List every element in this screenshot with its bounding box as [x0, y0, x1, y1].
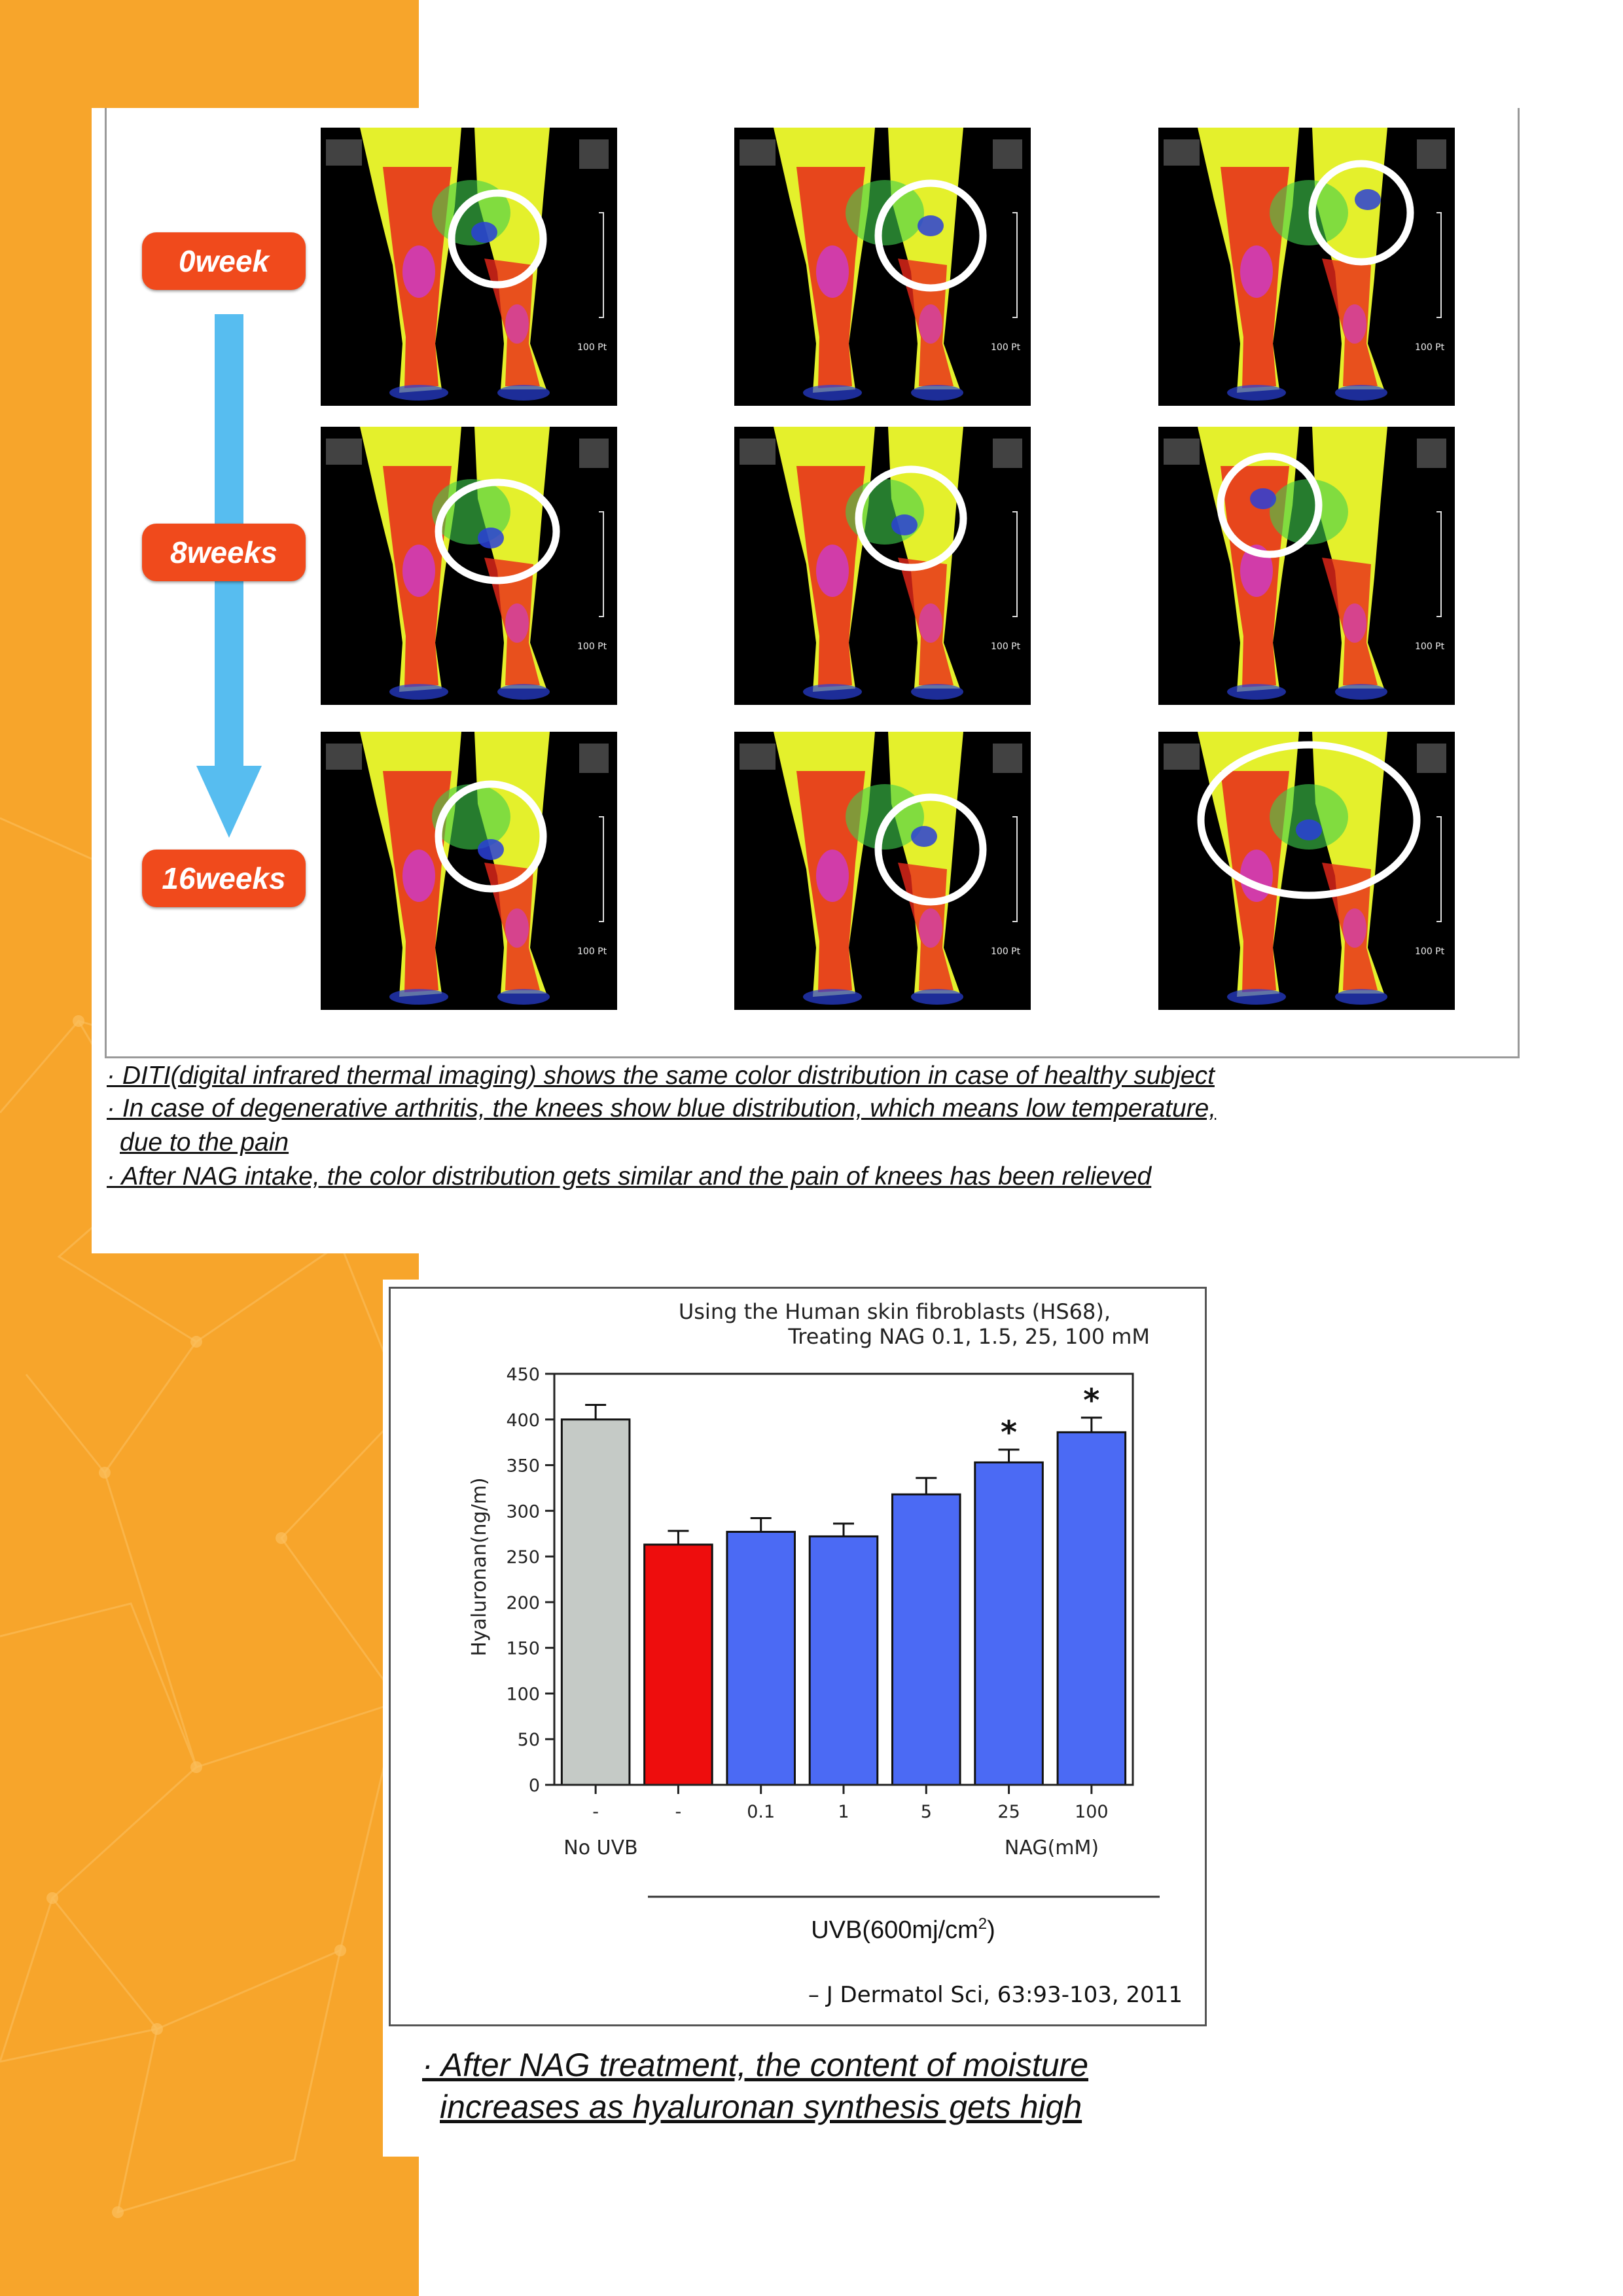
citation: – J Dermatol Sci, 63:93-103, 2011 [808, 1982, 1183, 2008]
y-tick-label: 350 [506, 1456, 540, 1477]
bar [643, 1543, 713, 1786]
svg-text:100 Pt: 100 Pt [1415, 641, 1445, 652]
x-tick-label: 5 [921, 1802, 932, 1822]
chart-title-1: Using the Human skin fibroblasts (HS68), [679, 1299, 1111, 1324]
y-tick-label: 300 [506, 1501, 540, 1522]
svg-text:100 Pt: 100 Pt [577, 946, 607, 957]
note-4: · After NAG intake, the color distributi… [107, 1162, 1152, 1191]
plot-area [553, 1372, 1134, 1786]
thermal-image: 100 Pt [321, 427, 617, 705]
bar [808, 1535, 879, 1786]
y-tick-label: 0 [529, 1776, 540, 1796]
significance-marker: * [1083, 1382, 1099, 1419]
uvb-label: UVB(600mj/cm2) [811, 1915, 995, 1944]
caption-line-1: · After NAG treatment, the content of mo… [422, 2047, 1089, 2083]
week-label-0: 0week [142, 232, 306, 290]
bar [891, 1493, 961, 1786]
svg-text:100 Pt: 100 Pt [577, 342, 607, 353]
thermal-image: 100 Pt [321, 732, 617, 1010]
svg-text:100 Pt: 100 Pt [991, 342, 1021, 353]
x-group-label-nag: NAG(mM) [1005, 1837, 1099, 1859]
y-tick-label: 200 [506, 1593, 540, 1613]
x-tick-label: 100 [1075, 1802, 1109, 1822]
hyaluronan-chart: Using the Human skin fibroblasts (HS68),… [468, 1299, 1183, 2008]
thermal-image: 100 Pt [734, 427, 1031, 705]
thermal-image: 100 Pt [1158, 732, 1455, 1010]
thermal-image: 100 Pt [734, 732, 1031, 1010]
svg-text:100 Pt: 100 Pt [1415, 342, 1445, 353]
week-label-16: 16weeks [142, 850, 306, 907]
x-tick-label: - [592, 1802, 599, 1822]
x-tick-label: 25 [997, 1802, 1020, 1822]
note-1: · DITI(digital infrared thermal imaging)… [107, 1062, 1215, 1090]
x-tick-label: 1 [838, 1802, 849, 1822]
x-group-label-no-uvb: No UVB [563, 1837, 637, 1859]
thermal-image: 100 Pt [734, 128, 1031, 406]
thermal-image: 100 Pt [1158, 128, 1455, 406]
y-tick-label: 100 [506, 1684, 540, 1704]
bar [560, 1418, 631, 1786]
y-tick-label: 400 [506, 1410, 540, 1431]
note-2: · In case of degenerative arthritis, the… [107, 1094, 1217, 1122]
caption-line-2: increases as hyaluronan synthesis gets h… [440, 2089, 1082, 2125]
bar [1056, 1431, 1127, 1786]
significance-marker: * [1001, 1414, 1017, 1451]
svg-text:100 Pt: 100 Pt [1415, 946, 1445, 957]
thermal-image: 100 Pt [321, 128, 617, 406]
bar [726, 1530, 796, 1786]
timeline-arrow [196, 314, 262, 838]
svg-text:100 Pt: 100 Pt [577, 641, 607, 652]
svg-text:100 Pt: 100 Pt [991, 641, 1021, 652]
note-3: due to the pain [120, 1128, 289, 1157]
x-tick-label: - [675, 1802, 682, 1822]
week-label-8: 8weeks [142, 524, 306, 581]
svg-text:100 Pt: 100 Pt [991, 946, 1021, 957]
y-tick-label: 50 [518, 1730, 540, 1750]
y-tick-label: 250 [506, 1547, 540, 1568]
y-tick-label: 150 [506, 1639, 540, 1659]
bar [974, 1461, 1044, 1786]
y-axis-label: Hyaluronan(ng/m) [468, 1477, 491, 1656]
y-tick-label: 450 [506, 1365, 540, 1385]
thermal-image: 100 Pt [1158, 427, 1455, 705]
chart-frame: Using the Human skin fibroblasts (HS68),… [389, 1287, 1207, 2026]
x-tick-label: 0.1 [747, 1802, 775, 1822]
chart-title-2: Treating NAG 0.1, 1.5, 25, 100 mM [787, 1324, 1150, 1349]
